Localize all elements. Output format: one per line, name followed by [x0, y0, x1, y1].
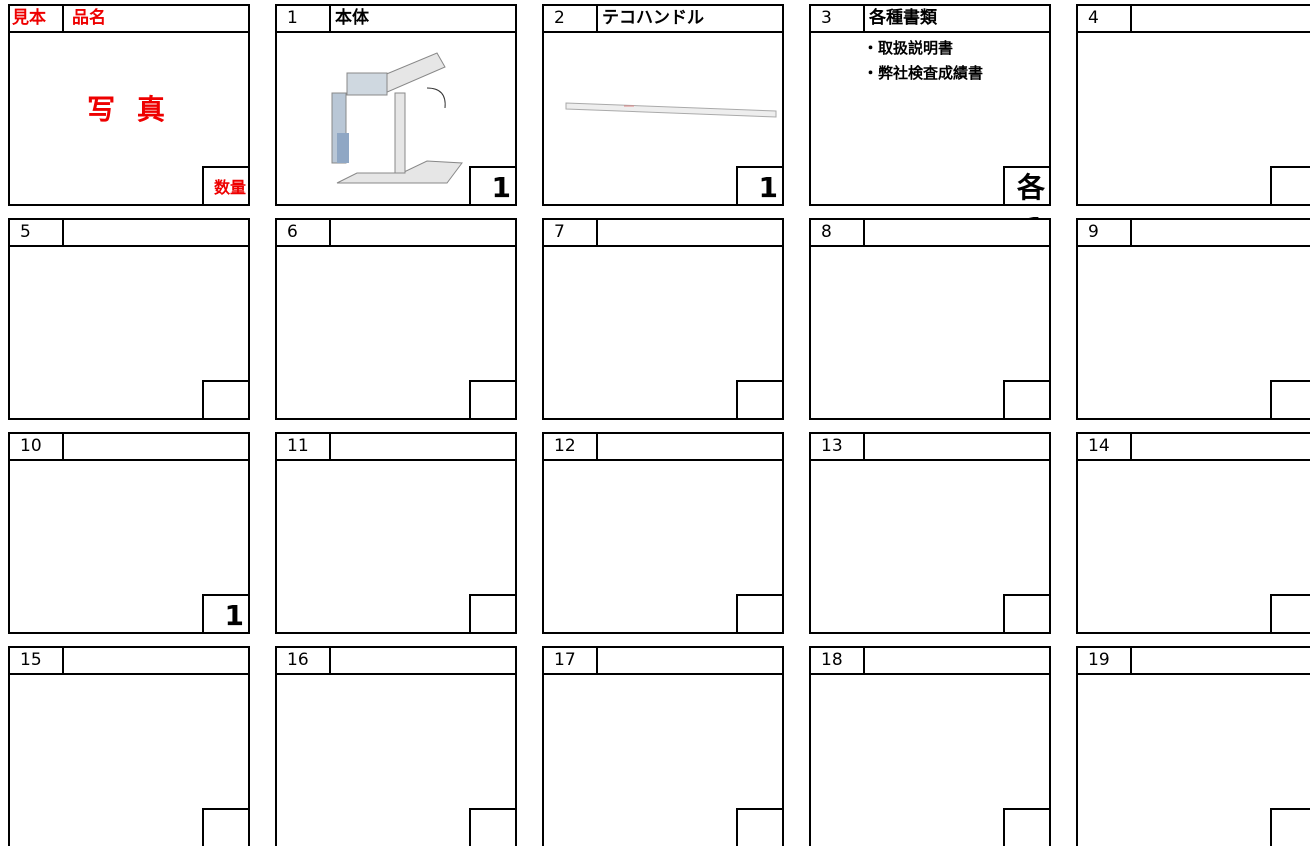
card-header: 3 各種書類	[811, 6, 1049, 33]
card: 1 本体 1	[275, 4, 517, 206]
card-number: 14	[1078, 434, 1132, 459]
card-header: 17	[544, 648, 782, 675]
card-number: 7	[544, 220, 598, 245]
quantity	[1270, 380, 1310, 418]
quantity	[1003, 594, 1051, 632]
notes: ・取扱説明書・弊社検査成績書	[863, 36, 983, 86]
card-name: 各種書類	[869, 8, 937, 28]
quantity	[1003, 808, 1051, 846]
card-header: 4	[1078, 6, 1310, 33]
card-number: 4	[1078, 6, 1132, 31]
card-number: 11	[277, 434, 331, 459]
card-number: 17	[544, 648, 598, 673]
card: 18	[809, 646, 1051, 846]
card-header: 15	[10, 648, 248, 675]
note-line: ・取扱説明書	[863, 39, 954, 57]
photo-placeholder: 写 真	[87, 93, 171, 126]
card-number: 1	[277, 6, 331, 31]
card-number: 12	[544, 434, 598, 459]
quantity	[202, 808, 250, 846]
quantity: 各1	[1003, 166, 1051, 244]
card-number: 15	[10, 648, 64, 673]
card-number: 10	[10, 434, 64, 459]
card-number: 16	[277, 648, 331, 673]
card: 4	[1076, 4, 1310, 206]
card-header: 見本 品名	[10, 6, 248, 33]
card-number: 18	[811, 648, 865, 673]
card: 10 1	[8, 432, 250, 634]
card-number: 8	[811, 220, 865, 245]
card-header: 18	[811, 648, 1049, 675]
card: 12	[542, 432, 784, 634]
card-number: 3	[811, 6, 865, 31]
quantity	[1270, 594, 1310, 632]
card-number: 9	[1078, 220, 1132, 245]
card: 7	[542, 218, 784, 420]
photo	[544, 33, 782, 207]
card: 9	[1076, 218, 1310, 420]
quantity	[202, 380, 250, 418]
card-header: 10	[10, 434, 248, 461]
photo-main-unit	[331, 52, 463, 184]
quantity	[736, 380, 784, 418]
quantity: 数量	[202, 166, 250, 204]
card-header: 5	[10, 220, 248, 247]
card: 17	[542, 646, 784, 846]
card-header: 13	[811, 434, 1049, 461]
card-number: 19	[1078, 648, 1132, 673]
quantity	[1270, 166, 1310, 204]
card: 16	[275, 646, 517, 846]
card-header: 16	[277, 648, 515, 675]
card: 14	[1076, 432, 1310, 634]
card-header: 9	[1078, 220, 1310, 247]
card-number: 6	[277, 220, 331, 245]
card-number: 見本	[10, 6, 64, 31]
card-name: テコハンドル	[602, 8, 704, 28]
card-header: 12	[544, 434, 782, 461]
quantity	[469, 808, 517, 846]
card: 15	[8, 646, 250, 846]
card: 見本 品名写 真数量	[8, 4, 250, 206]
quantity: 1	[202, 594, 250, 632]
card-header: 2 テコハンドル	[544, 6, 782, 33]
quantity: 1	[736, 166, 784, 204]
card: 8	[809, 218, 1051, 420]
card: 6	[275, 218, 517, 420]
card-name: 本体	[335, 8, 369, 28]
card: 11	[275, 432, 517, 634]
card-header: 6	[277, 220, 515, 247]
quantity	[1003, 380, 1051, 418]
card-header: 14	[1078, 434, 1310, 461]
card: 13	[809, 432, 1051, 634]
card-header: 11	[277, 434, 515, 461]
card-header: 19	[1078, 648, 1310, 675]
quantity	[469, 380, 517, 418]
quantity	[736, 808, 784, 846]
card-header: 7	[544, 220, 782, 247]
card-number: 5	[10, 220, 64, 245]
quantity	[469, 594, 517, 632]
quantity	[1270, 808, 1310, 846]
quantity: 1	[469, 166, 517, 204]
card-header: 8	[811, 220, 1049, 247]
card-number: 13	[811, 434, 865, 459]
photo-handle	[565, 102, 777, 118]
card-number: 2	[544, 6, 598, 31]
note-line: ・弊社検査成績書	[863, 64, 984, 82]
photo	[277, 33, 515, 207]
card: 2 テコハンドル 1	[542, 4, 784, 206]
card: 5	[8, 218, 250, 420]
card-header: 1 本体	[277, 6, 515, 33]
quantity	[736, 594, 784, 632]
card-name: 品名	[72, 8, 106, 28]
card: 19	[1076, 646, 1310, 846]
